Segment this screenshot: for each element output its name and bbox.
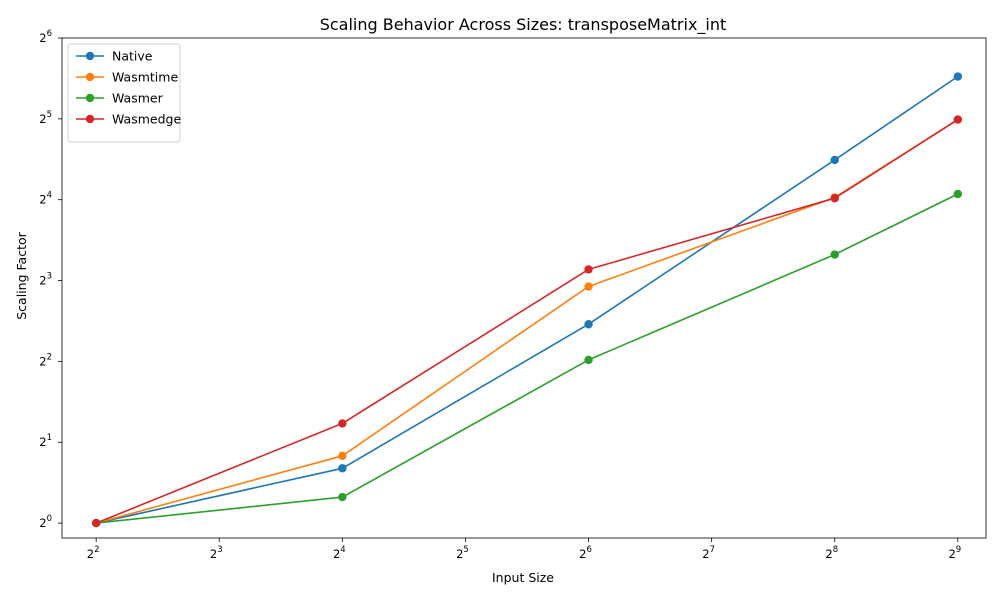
legend: Native Wasmtime Wasmer Wasmedge (67, 43, 181, 143)
x-tick-label: 28 (825, 545, 838, 561)
x-tick-label: 23 (210, 545, 223, 561)
data-point (584, 265, 593, 274)
y-tick-label: 25 (39, 110, 52, 126)
series-wasmedge (91, 115, 963, 528)
data-point (830, 194, 839, 203)
y-tick-label: 21 (39, 433, 52, 449)
series-line (95, 118, 959, 524)
legend-marker (85, 72, 95, 82)
legend-item: Wasmer (76, 91, 164, 106)
legend-label: Wasmtime (112, 70, 178, 85)
x-tick-label: 29 (948, 545, 961, 561)
series-line (96, 193, 959, 524)
x-tick-label: 22 (87, 545, 100, 561)
legend-marker (85, 93, 95, 103)
x-tick-label: 26 (579, 545, 592, 561)
axes-frame (61, 37, 987, 539)
x-tick-label: 24 (333, 545, 346, 561)
data-point (953, 115, 963, 124)
y-tick-label: 22 (39, 352, 52, 368)
legend-label: Wasmer (112, 91, 164, 106)
series-line (95, 118, 959, 524)
legend-box (67, 43, 181, 143)
x-axis-label: Input Size (492, 570, 554, 585)
chart-title: Scaling Behavior Across Sizes: transpose… (320, 15, 727, 35)
legend-marker (85, 114, 95, 124)
legend-label: Wasmedge (112, 112, 181, 127)
series-line (96, 75, 959, 524)
series-wasmer (91, 189, 963, 528)
series-wasmtime (91, 115, 963, 528)
data-point (953, 72, 963, 81)
data-point (953, 189, 963, 199)
plot-area: 22 23 24 25 26 27 28 29 20 21 22 23 24 25 26 (39, 29, 987, 561)
data-point (584, 282, 593, 291)
legend-item: Wasmtime (76, 70, 178, 85)
y-axis-label: Scaling Factor (14, 231, 29, 319)
data-point (338, 492, 347, 502)
x-tick-label: 25 (456, 545, 469, 561)
data-point (584, 355, 593, 365)
data-point (338, 451, 347, 461)
data-point (830, 250, 839, 259)
legend-label: Native (112, 49, 153, 64)
y-tick-label: 23 (39, 272, 52, 288)
y-tick-label: 24 (39, 191, 52, 207)
legend-item: Native (76, 49, 153, 64)
x-tick-label: 27 (702, 545, 715, 561)
legend-item: Wasmedge (76, 112, 181, 127)
y-tick-label: 20 (39, 514, 52, 530)
series-native (91, 72, 963, 528)
data-point (830, 155, 839, 165)
data-point (338, 464, 347, 473)
data-point (584, 320, 593, 329)
y-tick-label: 26 (39, 29, 52, 45)
data-point (338, 419, 347, 428)
legend-marker (85, 51, 95, 61)
data-point (91, 518, 101, 528)
